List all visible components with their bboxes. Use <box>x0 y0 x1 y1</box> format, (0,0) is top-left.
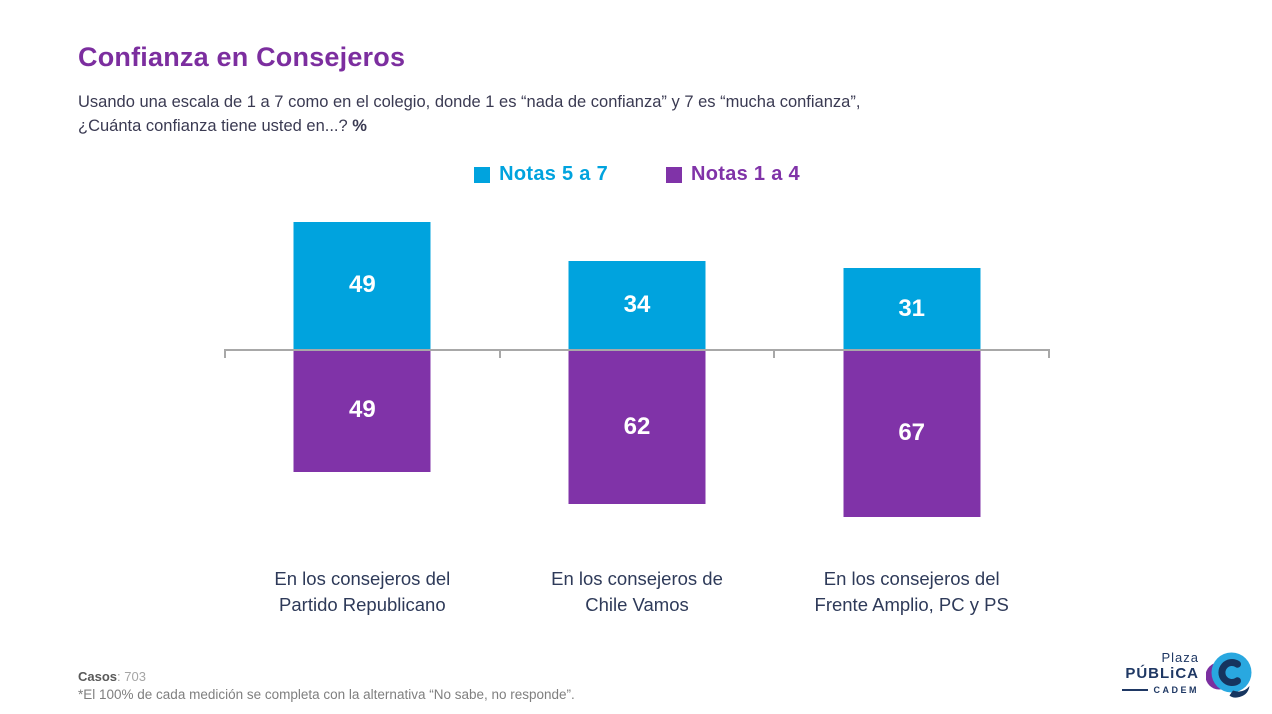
brand-line-plaza: Plaza <box>1161 650 1199 665</box>
bar-chart: 49 49 34 62 31 67 <box>224 209 1050 554</box>
bubble-navy-swoosh <box>1218 658 1241 686</box>
legend-swatch <box>666 166 682 183</box>
legend-item: Notas 5 a 7 <box>474 163 608 186</box>
bar-value-label: 49 <box>348 271 376 299</box>
legend-item: Notas 1 a 4 <box>666 163 800 186</box>
bubble-navy-tail <box>1229 685 1250 698</box>
legend-label: Notas 1 a 4 <box>691 163 800 185</box>
category-label: En los consejeros de Chile Vamos <box>551 568 723 615</box>
brand-rule <box>1121 689 1148 691</box>
brand-wordmark: Plaza PÚBLiCA CADEM <box>1121 650 1200 695</box>
bar-value-label: 62 <box>623 412 651 440</box>
unit-label: % <box>352 117 367 135</box>
survey-question-line1: Usando una escala de 1 a 7 como en el co… <box>78 93 861 111</box>
bar-segment-up: 34 <box>568 260 706 349</box>
bar-segment-down: 67 <box>843 349 981 517</box>
x-axis-baseline <box>225 349 1049 351</box>
axis-tick <box>773 349 776 358</box>
brand-line-cadem-row: CADEM <box>1121 685 1200 695</box>
axis-tick <box>498 349 501 358</box>
brand-logo: Plaza PÚBLiCA CADEM <box>1080 645 1252 701</box>
bar-segment-down: 49 <box>293 349 431 472</box>
plot-area: 49 49 34 62 31 67 <box>225 209 1049 554</box>
axis-tick <box>224 349 226 358</box>
category-label: En los consejeros del Frente Amplio, PC … <box>814 568 1009 615</box>
category-label: En los consejeros del Partido Republican… <box>274 568 451 615</box>
brand-line-cadem: CADEM <box>1153 685 1199 695</box>
footnote: *El 100% de cada medición se completa co… <box>78 687 575 702</box>
bar-group: 34 62 <box>500 209 775 554</box>
cases-count: Casos: 703 <box>78 669 146 684</box>
bar-group: 31 67 <box>774 209 1049 554</box>
bar-value-label: 67 <box>898 418 926 446</box>
legend-label: Notas 5 a 7 <box>499 163 608 185</box>
bar-value-label: 49 <box>348 396 376 424</box>
legend-swatch <box>474 166 491 183</box>
category-labels: En los consejeros del Partido Republican… <box>225 566 1049 618</box>
survey-question: Usando una escala de 1 a 7 como en el co… <box>78 90 860 138</box>
page-title: Confianza en Consejeros <box>78 42 406 72</box>
bar-value-label: 31 <box>898 294 926 322</box>
bar-segment-up: 31 <box>843 268 981 349</box>
chart-legend: Notas 5 a 7 Notas 1 a 4 <box>225 163 1049 186</box>
cases-label: Casos <box>78 669 118 684</box>
survey-question-line2: ¿Cuánta confianza tiene usted en...? <box>78 117 348 135</box>
bar-value-label: 34 <box>623 290 651 318</box>
bar-group: 49 49 <box>225 209 500 554</box>
brand-line-publica: PÚBLiCA <box>1125 665 1199 682</box>
bar-segment-down: 62 <box>568 349 706 504</box>
bar-segment-up: 49 <box>293 221 431 349</box>
bubble-blue-circle <box>1211 652 1252 692</box>
axis-tick <box>1048 349 1050 358</box>
cases-value: : 703 <box>117 669 146 684</box>
speech-bubble-icon <box>1206 652 1252 698</box>
